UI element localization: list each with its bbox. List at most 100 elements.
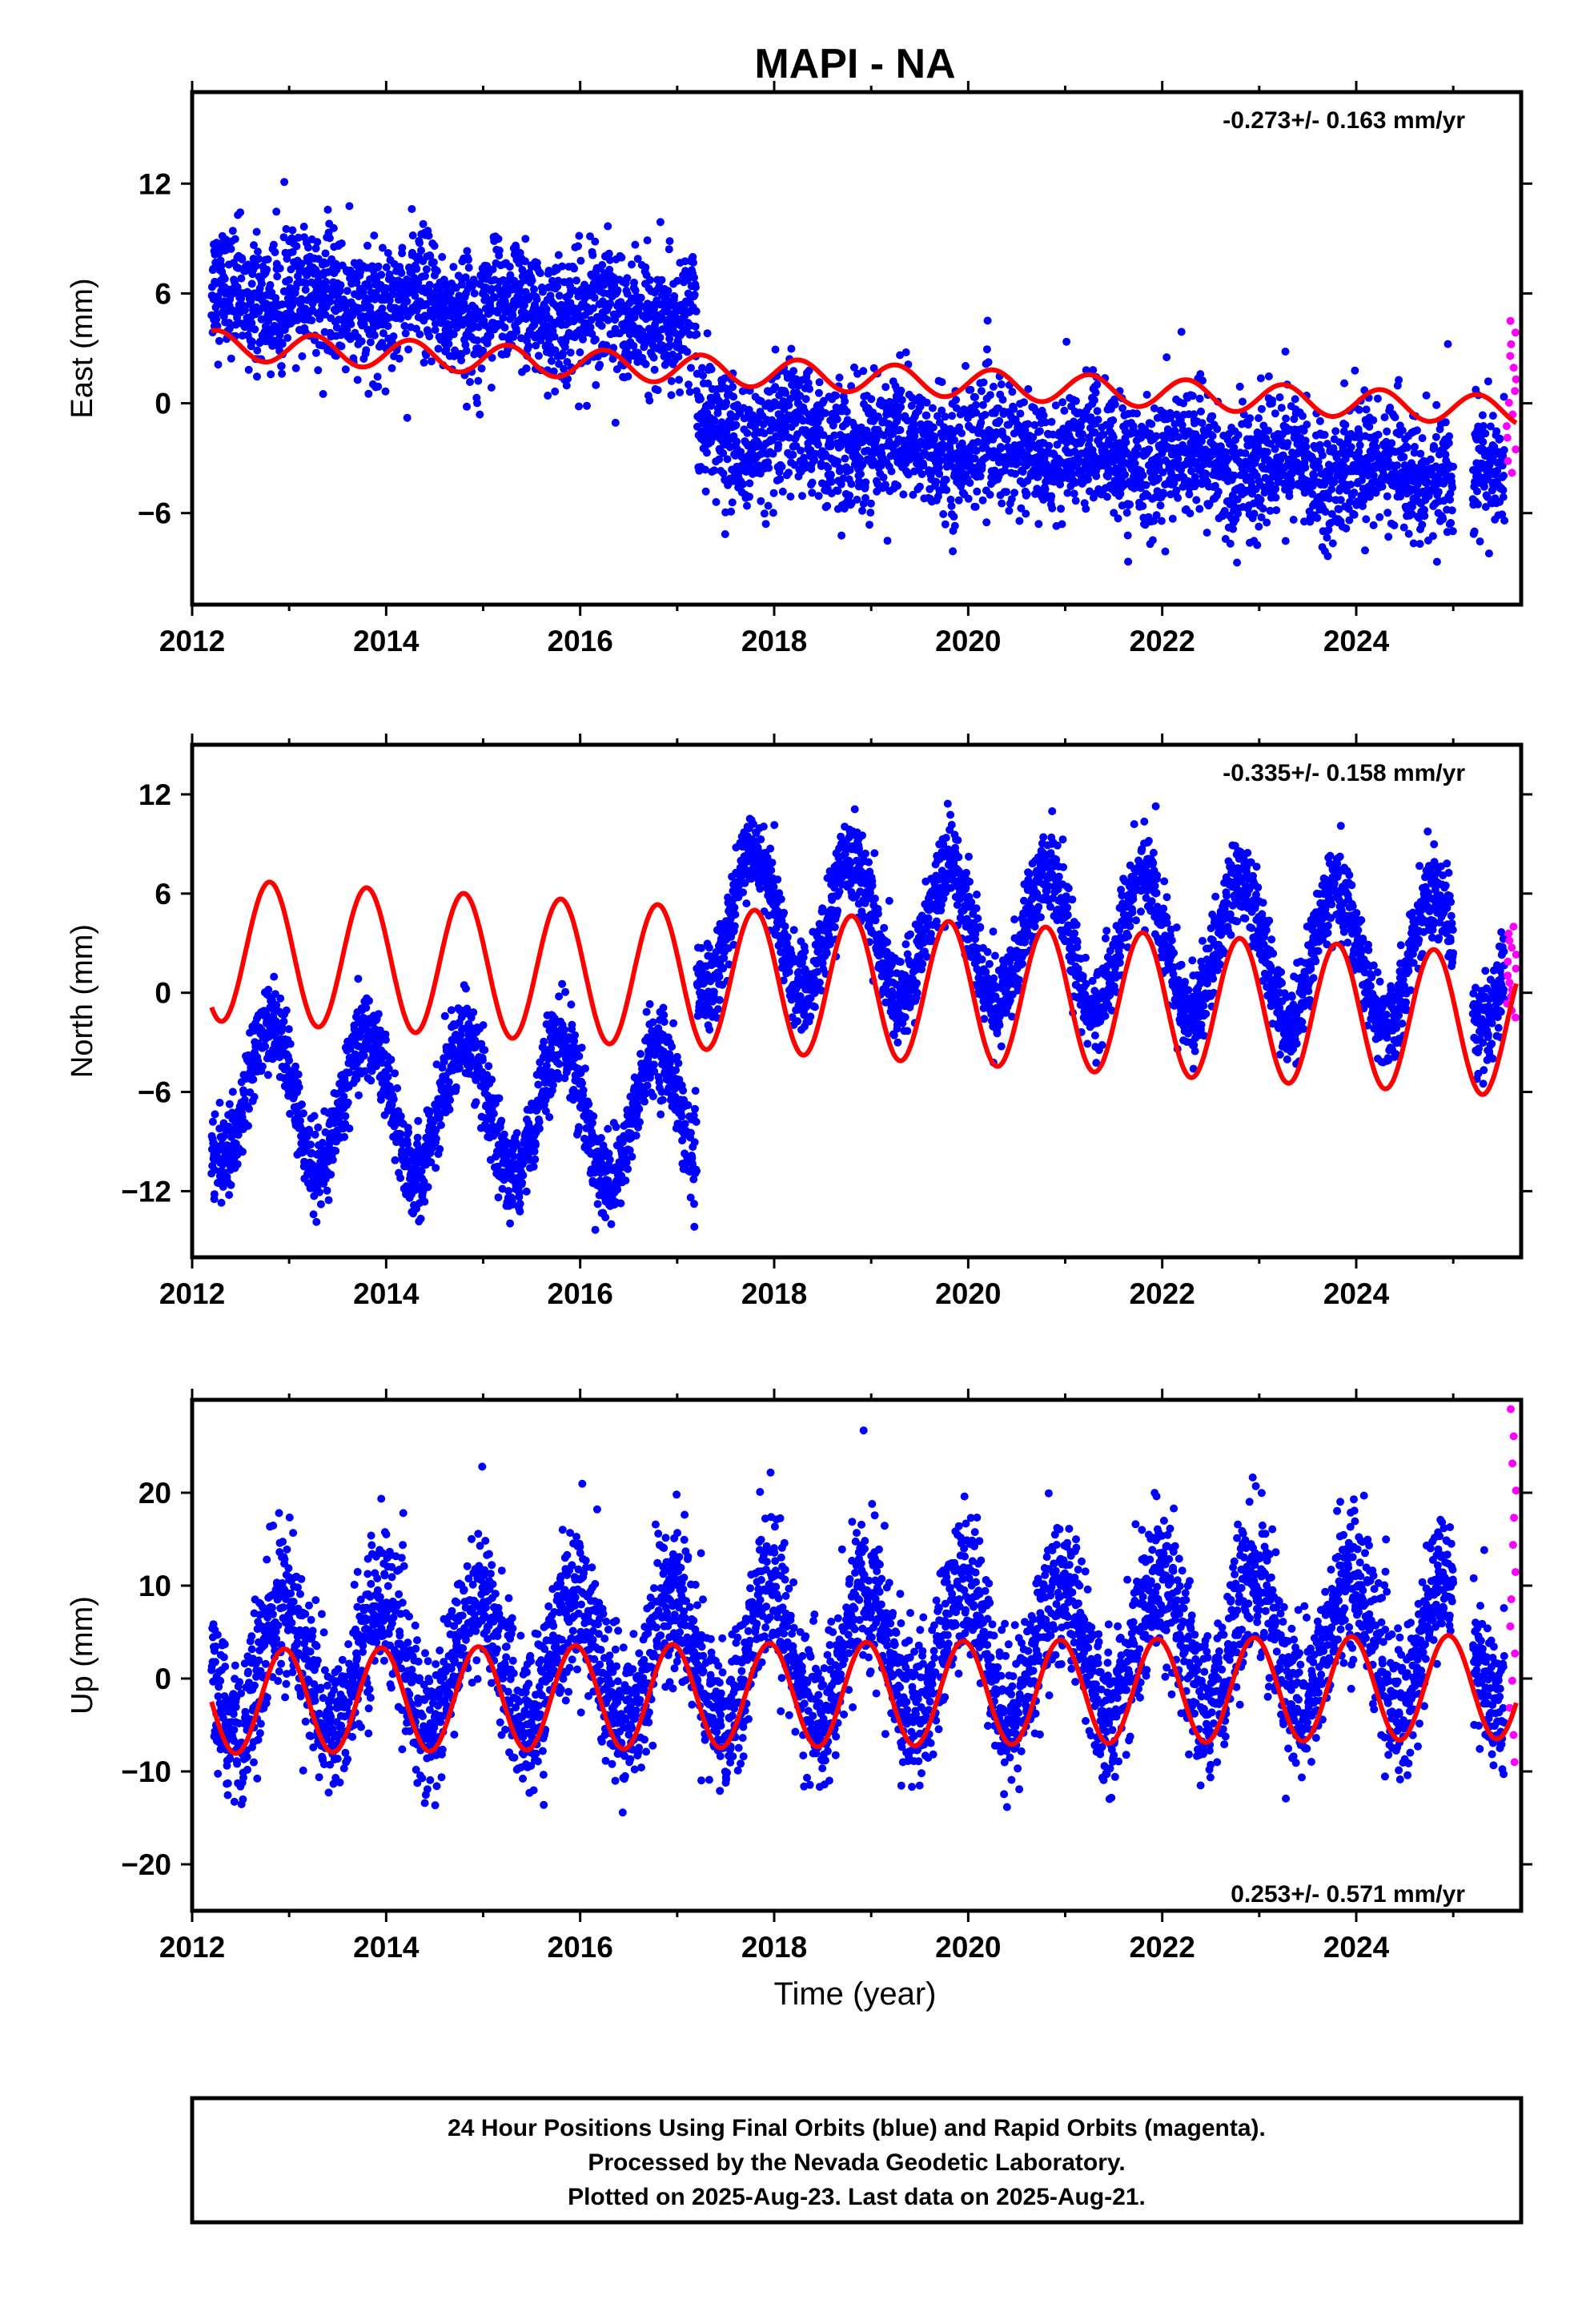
east-point (438, 252, 447, 261)
east-point (650, 365, 659, 374)
east-x-tick-label: 2012 (159, 625, 225, 657)
north-point (343, 1098, 352, 1107)
east-point (1411, 443, 1419, 451)
east-point (1090, 396, 1098, 404)
east-point (1062, 337, 1071, 346)
east-point (285, 275, 294, 284)
east-point (1277, 404, 1286, 412)
east-point (1500, 517, 1509, 525)
east-point (401, 329, 410, 338)
east-point (387, 364, 396, 372)
east-point (933, 412, 942, 420)
east-point (845, 491, 854, 500)
east-point (1002, 435, 1011, 444)
east-point (579, 335, 587, 344)
east-point (1479, 422, 1488, 430)
east-point (1256, 374, 1265, 383)
east-point (1362, 515, 1371, 524)
east-point (1428, 532, 1437, 541)
east-point (252, 227, 261, 236)
east-point (530, 320, 539, 329)
east-point (685, 380, 693, 389)
east-point (1208, 432, 1217, 440)
east-point (479, 346, 488, 355)
east-point (331, 259, 340, 268)
east-point (518, 266, 527, 274)
east-rapid-point (1502, 422, 1511, 431)
north-point (264, 985, 273, 994)
east-point (606, 300, 615, 308)
east-point (304, 243, 312, 252)
east-point (323, 205, 332, 214)
east-point (1174, 493, 1182, 502)
north-point (299, 1109, 307, 1118)
east-point (982, 345, 991, 354)
east-point (1272, 506, 1281, 515)
east-point (692, 283, 700, 292)
east-point (373, 372, 382, 381)
east-point (359, 287, 367, 296)
east-point (604, 249, 613, 258)
east-point (922, 398, 931, 407)
east-point (819, 431, 828, 440)
east-point (383, 249, 392, 257)
east-point (765, 464, 773, 472)
east-point (1323, 552, 1332, 561)
north-point (309, 1210, 318, 1219)
north-point (316, 1200, 325, 1208)
east-point (547, 356, 556, 365)
east-point (389, 332, 398, 340)
north-point (276, 994, 285, 1003)
east-point (873, 487, 881, 496)
east-point (853, 444, 861, 452)
east-y-axis-label: East (mm) (66, 278, 99, 418)
east-point (251, 325, 259, 334)
east-point (883, 537, 892, 545)
east-point (676, 388, 685, 396)
east-point (946, 495, 955, 504)
east-point (1253, 541, 1262, 549)
east-point (947, 501, 956, 510)
east-point (786, 493, 795, 501)
east-point (897, 386, 905, 395)
east-point (689, 258, 697, 267)
east-point (683, 275, 692, 284)
east-point (1198, 419, 1207, 428)
east-point (500, 297, 509, 305)
east-point (429, 258, 438, 267)
north-point (315, 1188, 323, 1196)
east-point (597, 321, 606, 330)
east-point (555, 292, 564, 300)
east-point (301, 285, 310, 294)
east-point (337, 342, 346, 351)
east-point (1432, 400, 1441, 409)
east-point (1323, 533, 1331, 542)
east-point (847, 382, 856, 391)
east-point (352, 279, 361, 287)
east-point (434, 344, 443, 353)
east-point (690, 273, 698, 282)
east-point (1341, 420, 1350, 429)
east-point (1383, 427, 1391, 436)
east-point (569, 286, 578, 295)
east-point (520, 308, 529, 317)
east-point (764, 458, 773, 467)
east-point (542, 305, 551, 313)
east-point (1331, 427, 1340, 436)
north-point (294, 1070, 303, 1079)
east-point (505, 263, 514, 271)
north-point (286, 1039, 295, 1048)
east-point (677, 321, 685, 330)
east-point (645, 396, 654, 405)
east-point (1195, 505, 1204, 513)
east-point (1383, 509, 1392, 517)
east-point (958, 429, 966, 437)
east-final-points (207, 178, 1509, 567)
east-point (1246, 414, 1255, 423)
north-point (208, 1117, 217, 1126)
east-point (364, 389, 373, 398)
east-point (853, 495, 861, 504)
east-point (645, 275, 654, 284)
east-point (1404, 529, 1413, 538)
east-point (313, 238, 322, 247)
